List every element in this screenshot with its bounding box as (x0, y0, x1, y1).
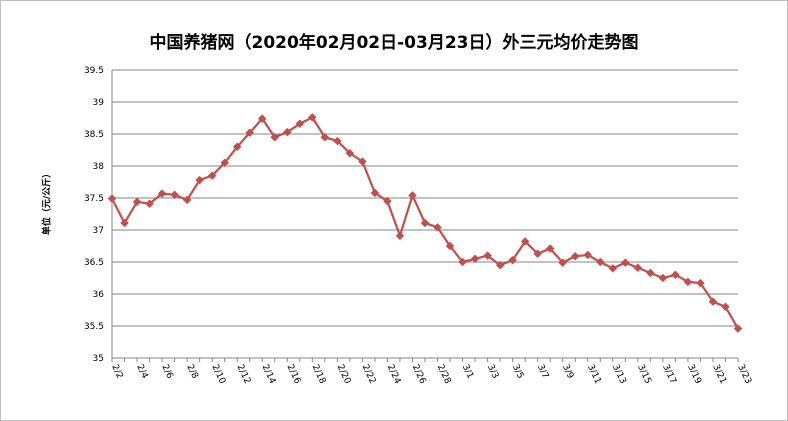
x-tick-label: 2/12 (234, 363, 252, 386)
x-tick-label: 2/28 (435, 363, 453, 386)
x-tick-label: 2/6 (159, 363, 174, 381)
data-point (333, 136, 342, 146)
x-tick-label: 2/16 (285, 363, 303, 386)
x-tick-label: 2/26 (410, 363, 428, 386)
y-tick-label: 39.5 (84, 66, 104, 76)
data-point (420, 218, 430, 228)
y-tick-label: 39 (93, 98, 105, 108)
x-tick-label: 3/7 (535, 363, 550, 380)
y-tick-label: 37 (93, 226, 104, 236)
x-tick-label: 2/22 (360, 363, 378, 386)
data-point (320, 132, 330, 142)
x-tick-label: 2/14 (260, 363, 278, 386)
data-point (570, 251, 580, 261)
x-tick-label: 3/1 (460, 363, 475, 380)
x-tick-label: 3/15 (635, 363, 653, 386)
data-point (232, 142, 242, 152)
data-point (433, 223, 442, 232)
x-tick-label: 3/21 (710, 363, 728, 386)
data-point (483, 251, 492, 260)
x-tick-label: 3/11 (585, 363, 603, 386)
data-point (408, 191, 417, 200)
data-point (595, 257, 605, 267)
data-point (508, 255, 517, 265)
chart-title: 中国养猪网（2020年02月02日-03月23日）外三元均价走势图 (149, 33, 639, 53)
data-point (545, 244, 555, 253)
data-point (145, 199, 154, 209)
x-tick-label: 2/20 (335, 363, 353, 386)
data-point (282, 127, 292, 137)
data-point (558, 258, 568, 267)
x-tick-label: 3/19 (685, 363, 703, 386)
data-point (620, 258, 630, 267)
x-tick-label: 2/8 (184, 363, 199, 381)
data-point (383, 196, 392, 206)
data-point (520, 237, 530, 246)
data-point (708, 297, 718, 307)
data-point (721, 302, 730, 312)
data-point (470, 254, 480, 264)
y-tick-label: 35 (93, 354, 104, 364)
data-point (270, 132, 280, 142)
data-point (658, 273, 668, 283)
data-point (696, 278, 705, 288)
data-point (646, 268, 655, 278)
data-point (671, 270, 680, 280)
y-tick-label: 35.5 (84, 322, 104, 332)
data-point (157, 189, 167, 198)
data-point (257, 114, 267, 123)
data-point (633, 263, 643, 273)
data-point (295, 119, 305, 129)
data-point (583, 250, 593, 260)
data-point (220, 158, 230, 168)
data-point (458, 257, 467, 267)
data-point (495, 260, 505, 270)
y-tick-label: 38.5 (84, 130, 104, 140)
data-point (207, 171, 217, 180)
x-tick-label: 3/13 (610, 363, 628, 386)
y-tick-label: 37.5 (84, 194, 104, 204)
data-point (533, 249, 543, 259)
data-point (345, 148, 355, 158)
x-tick-label: 3/5 (510, 363, 525, 380)
x-tick-label: 3/17 (660, 363, 678, 386)
data-point (307, 113, 317, 122)
data-point (245, 128, 255, 138)
data-point (358, 157, 367, 166)
x-tick-label: 2/18 (310, 363, 328, 386)
data-point (445, 241, 455, 251)
data-point (132, 197, 142, 207)
data-point (182, 195, 192, 205)
x-tick-label: 3/23 (735, 363, 753, 386)
x-tick-label: 2/24 (385, 363, 403, 386)
data-point (608, 264, 618, 273)
data-point (107, 194, 117, 203)
y-tick-label: 36 (93, 290, 105, 300)
y-tick-label: 36.5 (84, 258, 104, 268)
x-tick-label: 2/4 (134, 363, 149, 381)
data-point (733, 324, 743, 333)
y-tick-label: 38 (93, 162, 105, 172)
x-tick-label: 3/3 (485, 363, 500, 380)
data-point (195, 175, 204, 185)
data-point (395, 231, 405, 241)
data-point (683, 277, 693, 287)
x-tick-label: 3/9 (560, 363, 575, 381)
data-point (170, 190, 179, 200)
data-point (120, 218, 129, 228)
x-tick-label: 2/2 (109, 363, 124, 380)
data-point (370, 188, 380, 198)
x-tick-label: 2/10 (209, 363, 227, 386)
